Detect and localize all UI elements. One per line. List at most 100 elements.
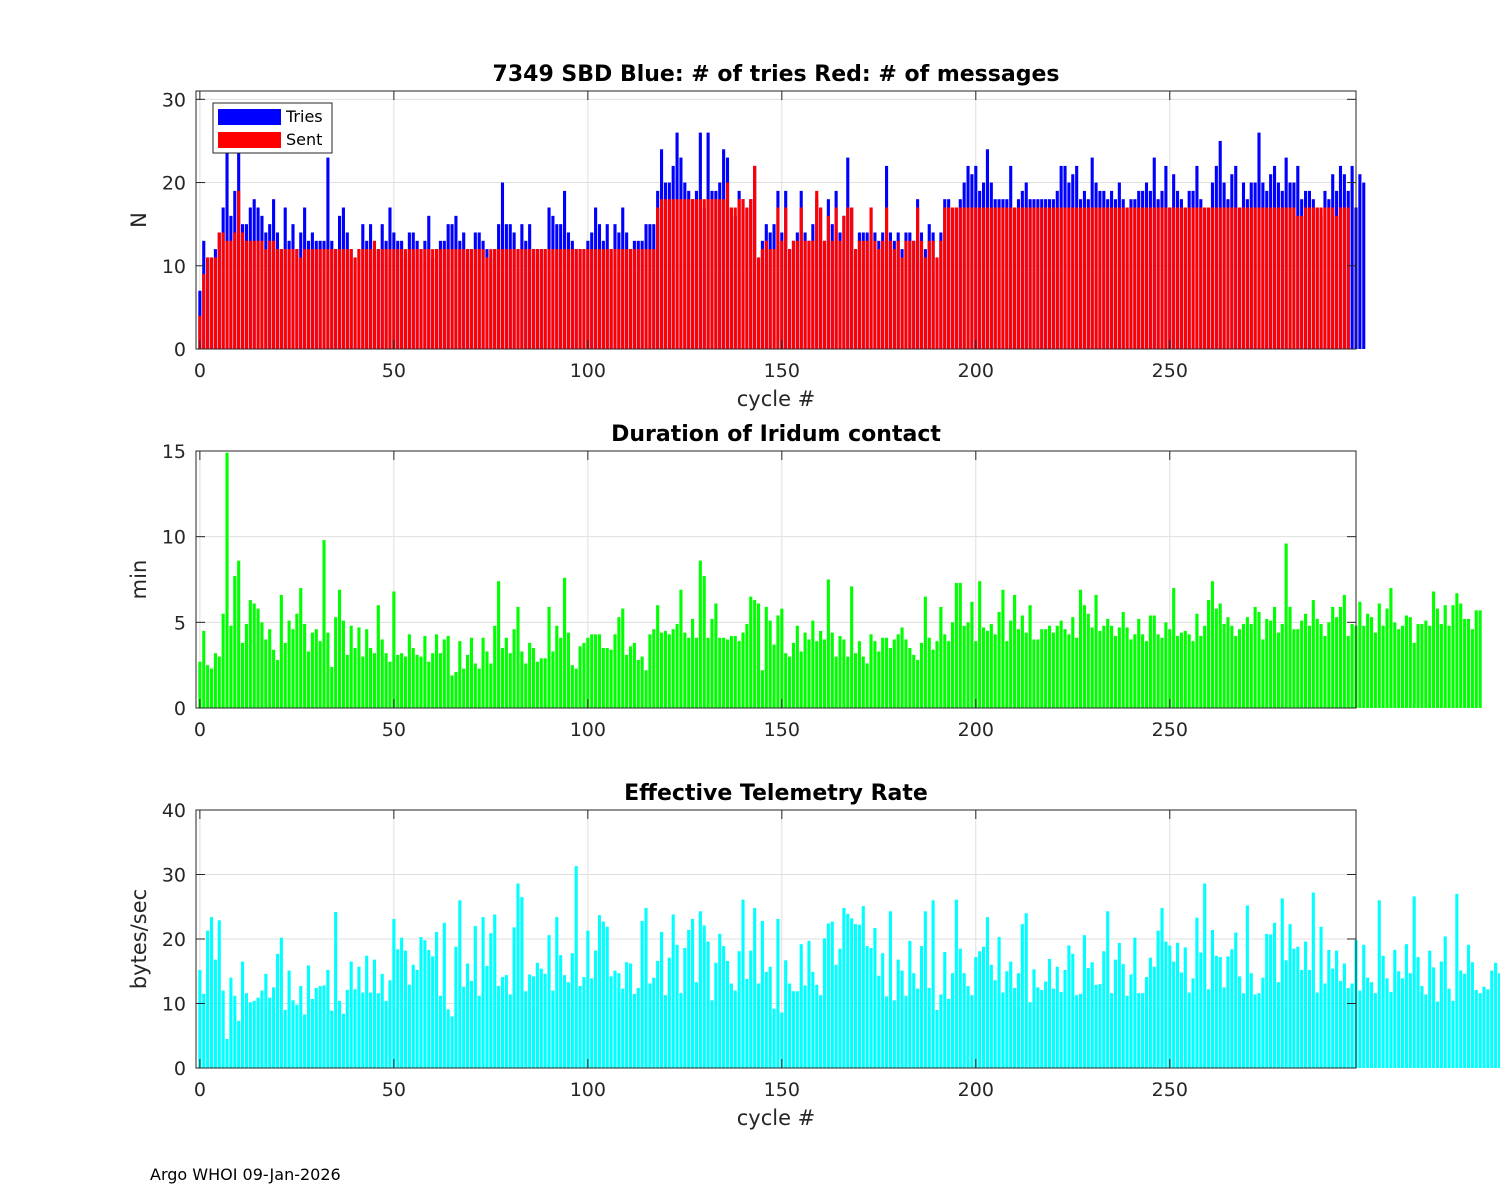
bar-duration [954,582,958,708]
bar-sent [865,240,869,349]
bar-duration [1280,624,1284,708]
bar-sent [978,207,982,349]
bar-duration [272,649,276,708]
bar-rate [202,993,206,1068]
bar-duration [667,634,671,708]
bar-rate [233,995,237,1068]
bar-sent [1013,207,1017,349]
bar-duration [396,654,400,708]
bar-rate [1381,955,1385,1068]
bar-rate [1253,994,1257,1068]
bar-sent [881,240,885,349]
bar-duration [795,625,799,708]
bar-sent [500,249,505,349]
bar-rate [1230,949,1234,1068]
bar-rate [229,977,233,1068]
x-tick-label: 100 [570,360,606,382]
bar-sent [764,240,768,349]
bar-sent [365,249,369,349]
bar-duration [563,577,567,708]
bar-sent [605,249,609,349]
bar-rate [628,963,633,1068]
bar-sent [687,199,691,349]
bar-sent [617,249,621,349]
bar-duration [1203,625,1207,708]
bar-rate [1175,942,1180,1068]
bar-duration [574,668,578,708]
bar-rate [1389,991,1393,1068]
bar-sent [279,249,283,349]
bar-duration [225,452,229,708]
bar-rate [807,940,811,1068]
bar-sent [780,240,784,349]
bar-duration [1191,641,1195,708]
bar-duration [244,624,248,708]
bar-rate [345,989,349,1068]
bar-duration [485,651,489,708]
bar-rate [582,977,586,1068]
bar-duration [1393,622,1397,708]
bar-sent [1292,207,1296,349]
bar-sent [361,249,365,349]
bar-duration [442,639,446,708]
bar-rate [652,977,656,1068]
bar-rate [559,955,563,1068]
bar-sent [438,249,442,349]
bar-duration [698,560,702,708]
bar-sent [1090,207,1094,349]
bar-sent [1129,207,1133,349]
bar-duration [830,632,834,708]
bar-rate [570,953,574,1068]
bar-rate [1117,942,1121,1068]
bar-sent [1051,207,1055,349]
bar-duration [1168,629,1172,708]
bar-sent [822,240,827,349]
bar-duration [372,653,377,708]
bar-rate [528,974,532,1068]
bar-duration [687,637,691,708]
bar-sent [326,249,330,349]
bar-sent [504,249,508,349]
bar-sent [1214,207,1218,349]
bar-duration [745,624,749,708]
bar-sent [547,249,551,349]
bar-rate [795,991,799,1068]
bar-duration [318,641,322,708]
bar-duration [256,608,260,708]
bar-sent [919,240,924,349]
bar-duration [908,648,912,708]
bar-duration [919,642,924,708]
bar-rate [1323,983,1327,1068]
bar-duration [846,656,850,708]
bar-duration [1420,624,1424,708]
bar-duration [543,658,547,708]
bar-duration [628,646,633,708]
bar-duration [1055,625,1059,708]
chart-panel-1: 0 50 100 150 200 250 0 10 20 30 7349 SBD Blue: # o… [127,62,1366,411]
legend-label-sent: Sent [286,130,322,149]
bar-sent [485,257,489,349]
bar-rate [954,899,958,1068]
bar-sent [1327,207,1331,349]
bar-rate [473,926,477,1068]
bar-sent [508,249,512,349]
bar-duration [982,627,986,708]
bar-rate [469,980,474,1068]
bar-duration [1179,632,1183,708]
bar-rate [989,964,993,1068]
bar-duration [764,606,768,708]
bar-sent [1067,207,1071,349]
bar-sent [450,249,454,349]
bar-duration [1075,637,1079,708]
bar-sent [341,249,345,349]
x-tick-label: 200 [958,360,994,382]
bar-sent [1207,207,1211,349]
bar-sent [1238,207,1242,349]
bar-sent [861,240,865,349]
x-tick-label: 50 [382,719,406,741]
bar-rate [803,985,807,1068]
bar-rate [1373,993,1377,1068]
bar-rate [1113,959,1118,1068]
bar-rate [966,986,970,1068]
bar-sent [1315,207,1319,349]
